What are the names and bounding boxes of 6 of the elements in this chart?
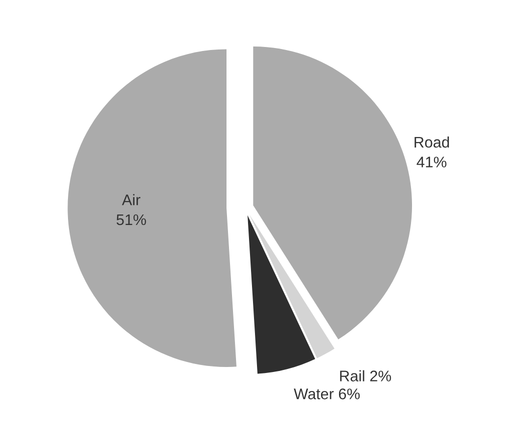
- slice-label: Road: [414, 136, 449, 148]
- data-label: 41%: [416, 156, 446, 168]
- slice-label: Water 6%: [294, 388, 360, 400]
- data-label: 51%: [116, 214, 146, 226]
- slice-label: Air: [122, 194, 140, 206]
- slice-label: Rail 2%: [340, 370, 392, 382]
